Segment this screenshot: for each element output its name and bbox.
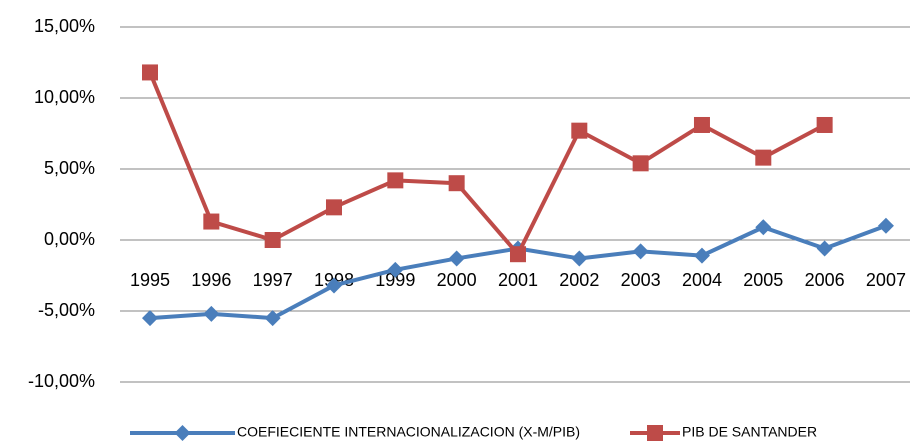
x-tick-label: 2001 xyxy=(498,270,538,290)
x-tick-label: 2003 xyxy=(621,270,661,290)
point xyxy=(693,247,710,264)
point xyxy=(755,219,772,236)
x-tick-label: 2002 xyxy=(559,270,599,290)
y-tick-label: 5,00% xyxy=(44,158,95,178)
y-tick-label: 10,00% xyxy=(34,87,95,107)
legend-marker xyxy=(647,425,663,441)
x-tick-label: 2000 xyxy=(437,270,477,290)
point xyxy=(877,217,894,234)
x-tick-label: 1995 xyxy=(130,270,170,290)
point xyxy=(203,305,220,322)
series-line xyxy=(148,71,826,257)
point xyxy=(142,310,158,327)
point xyxy=(387,172,404,189)
point xyxy=(325,277,342,294)
legend-label: COEFIECIENTE INTERNACIONALIZACION (X-M/P… xyxy=(237,424,580,440)
point xyxy=(387,261,404,278)
point xyxy=(816,116,833,133)
point xyxy=(571,250,588,267)
point xyxy=(509,246,526,263)
point xyxy=(632,243,649,260)
point xyxy=(448,175,465,192)
x-tick-label: 2007 xyxy=(866,270,906,290)
y-tick-label: -5,00% xyxy=(38,300,95,320)
x-tick-label: 2005 xyxy=(743,270,783,290)
point xyxy=(325,199,342,216)
point xyxy=(571,122,588,139)
point xyxy=(203,213,220,230)
x-tick-label: 2004 xyxy=(682,270,722,290)
point xyxy=(632,155,649,172)
point xyxy=(816,240,833,257)
point xyxy=(264,232,281,248)
point xyxy=(755,149,772,166)
point xyxy=(448,250,465,267)
y-tick-label: 15,00% xyxy=(34,16,95,36)
x-tick-label: 2006 xyxy=(805,270,845,290)
y-tick-label: 0,00% xyxy=(44,229,95,249)
x-tick-label: 1996 xyxy=(191,270,231,290)
x-tick-label: 1999 xyxy=(375,270,415,290)
point xyxy=(693,116,710,133)
y-tick-label: -10,00% xyxy=(28,371,95,391)
legend-label: PIB DE SANTANDER xyxy=(682,424,817,440)
point xyxy=(142,64,158,81)
x-tick-label: 1997 xyxy=(253,270,293,290)
legend-marker xyxy=(174,425,191,441)
point xyxy=(264,310,281,327)
